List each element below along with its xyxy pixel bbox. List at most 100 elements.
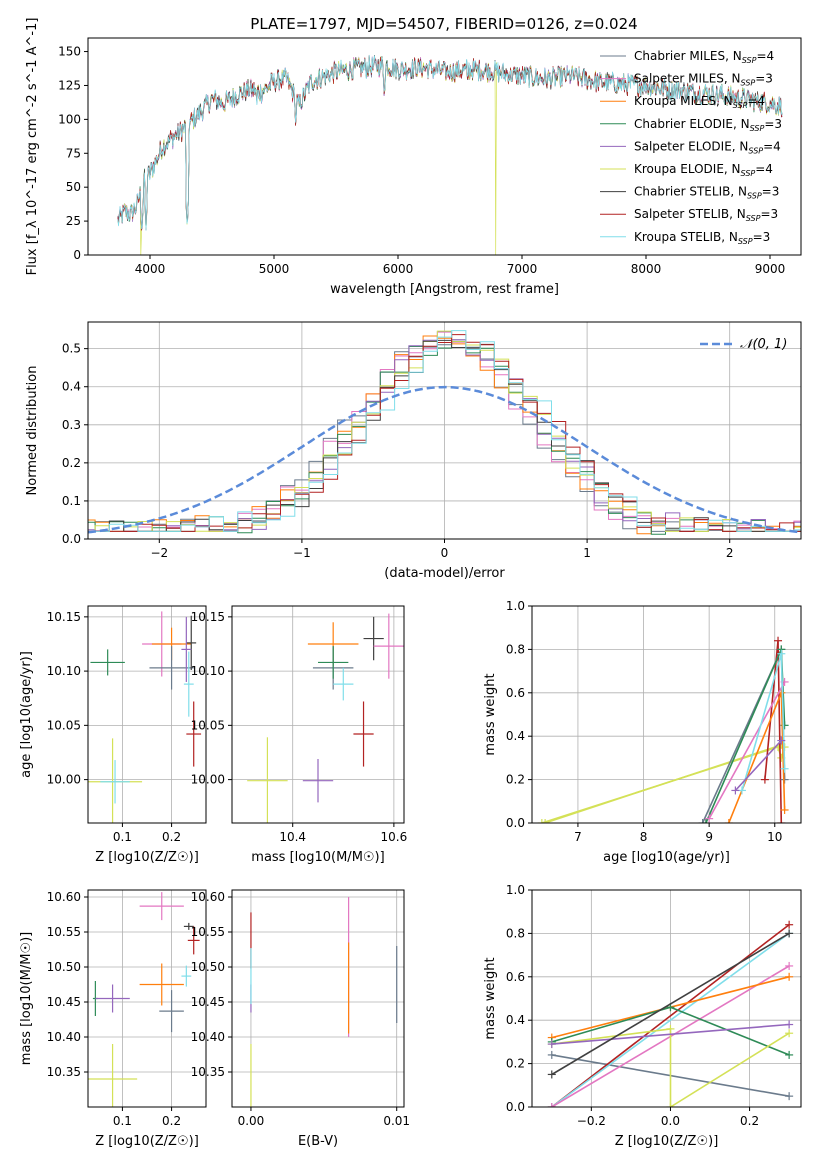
errorbar-point — [318, 646, 349, 679]
legend-label: Chabrier STELIB, NSSP=3 — [634, 185, 779, 201]
y-tick-label: 10.55 — [191, 925, 225, 939]
legend-subscript: SSP — [748, 146, 763, 155]
x-tick-label: 5000 — [259, 262, 290, 276]
massweight-vs-metallicity-panel: −0.2 0.0 0.2 0.0 0.2 0.4 0.6 0.8 1.0 Z [log10(Z/Z… — [483, 883, 802, 1149]
y-tick-label: 10.00 — [47, 773, 81, 787]
legend-value: =3 — [760, 207, 778, 221]
legend-subscript: SSP — [746, 214, 761, 223]
y-tick-label: 0.2 — [506, 1057, 525, 1071]
x-tick-label: 4000 — [135, 262, 166, 276]
y-tick-label: 0.2 — [506, 773, 525, 787]
axes-frame — [87, 321, 802, 540]
errorbar-point — [187, 926, 200, 955]
y-tick-label: 10.35 — [47, 1065, 81, 1079]
y-tick-label: 10.50 — [191, 960, 225, 974]
x-tick-label: 10 — [767, 830, 782, 844]
legend-value: =3 — [755, 72, 773, 86]
errorbar-point — [181, 616, 192, 682]
axes-frame — [231, 889, 405, 1108]
y-tick-label: 0.5 — [62, 342, 81, 356]
x-tick-label: 0.2 — [162, 830, 181, 844]
errorbar-point — [353, 701, 374, 767]
massweight-line — [544, 744, 782, 823]
y-tick-label: 0.4 — [506, 729, 525, 743]
x-tick-label: 9000 — [755, 262, 786, 276]
y-axis-label: mass weight — [483, 673, 498, 755]
x-tick-label: 0.1 — [113, 1114, 132, 1128]
legend-value: =3 — [764, 117, 782, 131]
plot-area — [547, 920, 794, 1107]
legend-subscript: SSP — [742, 56, 757, 65]
x-tick-label: 9 — [705, 830, 713, 844]
errorbar-point — [302, 758, 334, 803]
y-tick-label: 10.60 — [191, 890, 225, 904]
x-axis-label: mass [log10(M/M☉)] — [251, 850, 384, 865]
y-tick-label: 0.8 — [506, 642, 525, 656]
x-axis-label: Z [log10(Z/Z☉)] — [95, 1134, 199, 1149]
y-tick-label: 10.15 — [191, 610, 225, 624]
errorbar-point — [183, 651, 194, 717]
y-tick-label: 10.00 — [191, 773, 225, 787]
x-tick-label: 0 — [441, 546, 449, 560]
legend-subscript: SSP — [741, 169, 756, 178]
axes-frame — [87, 605, 207, 824]
x-tick-label: 2 — [726, 546, 734, 560]
errorbar-point — [186, 615, 197, 671]
y-tick-label: 10.35 — [191, 1065, 225, 1079]
axes-frame — [231, 605, 405, 824]
errorbar-point — [373, 613, 404, 679]
y-tick-label: 0.2 — [62, 456, 81, 470]
legend-value: =3 — [762, 185, 780, 199]
legend-subscript: SSP — [750, 124, 765, 133]
y-tick-label: 10.10 — [47, 664, 81, 678]
x-axis-label: Z [log10(Z/Z☉)] — [95, 850, 199, 865]
y-tick-label: 0.4 — [62, 380, 81, 394]
y-tick-label: 0.0 — [506, 1100, 525, 1114]
legend-value: =4 — [756, 49, 774, 63]
errorbar-point — [333, 667, 354, 701]
legend-label: Salpeter MILES, NSSP=3 — [634, 72, 773, 88]
x-tick-label: 1 — [583, 546, 591, 560]
mass-vs-metallicity-panel: 0.1 0.2 10.35 10.40 10.45 10.50 10.55 10.60 Z [l… — [19, 889, 207, 1149]
errorbar-point — [139, 892, 184, 921]
legend-subscript: SSP — [741, 79, 756, 88]
x-tick-label: −1 — [293, 546, 311, 560]
residuals-panel: −2 −1 0 1 2 0.0 0.1 0.2 0.3 0.4 0.5 (data-model)/er… — [25, 321, 802, 581]
x-tick-label: 0.01 — [383, 1114, 410, 1128]
y-tick-label: 50 — [66, 180, 81, 194]
y-tick-label: 0.6 — [506, 686, 525, 700]
massweight-line — [728, 692, 786, 823]
y-axis-label: mass [log10(M/M☉)] — [19, 932, 34, 1065]
y-tick-label: 10.10 — [191, 664, 225, 678]
massweight-line — [551, 924, 790, 1107]
y-tick-label: 0.4 — [506, 1013, 525, 1027]
figure-title: PLATE=1797, MJD=54507, FIBERID=0126, z=0… — [250, 15, 637, 33]
y-tick-label: 10.15 — [47, 610, 81, 624]
errorbar-point — [183, 922, 194, 930]
y-tick-label: 125 — [58, 78, 81, 92]
y-tick-label: 10.45 — [191, 995, 225, 1009]
legend-label: Kroupa ELODIE, NSSP=4 — [634, 162, 773, 178]
y-axis-label: age [log10(age/yr)] — [19, 651, 34, 778]
x-tick-label: 7 — [574, 830, 582, 844]
legend-subscript: SSP — [747, 192, 762, 201]
x-axis-label: age [log10(age/yr)] — [603, 850, 730, 865]
massweight-line — [551, 1027, 790, 1107]
axes-frame — [87, 889, 207, 1108]
x-tick-label: 10.4 — [279, 830, 306, 844]
legend-label: Salpeter STELIB, NSSP=3 — [634, 207, 778, 223]
legend-label: Kroupa MILES, NSSP=4 — [634, 94, 765, 110]
errorbar-point — [159, 990, 184, 1033]
x-axis-label: (data-model)/error — [384, 566, 505, 581]
errorbar-point — [95, 984, 130, 1013]
y-tick-label: 0.0 — [506, 816, 525, 830]
x-tick-label: −2 — [150, 546, 168, 560]
y-tick-label: 10.05 — [47, 718, 81, 732]
legend-value: =4 — [755, 162, 773, 176]
y-axis-label: Flux [f_λ 10^-17 erg cm^-2 s^-1 A^-1] — [25, 18, 40, 276]
legend-label: 𝒩(0, 1) — [740, 337, 787, 352]
x-tick-label: −0.2 — [577, 1114, 606, 1128]
x-axis-label: wavelength [Angstrom, rest frame] — [330, 282, 559, 297]
massweight-line — [708, 681, 786, 820]
